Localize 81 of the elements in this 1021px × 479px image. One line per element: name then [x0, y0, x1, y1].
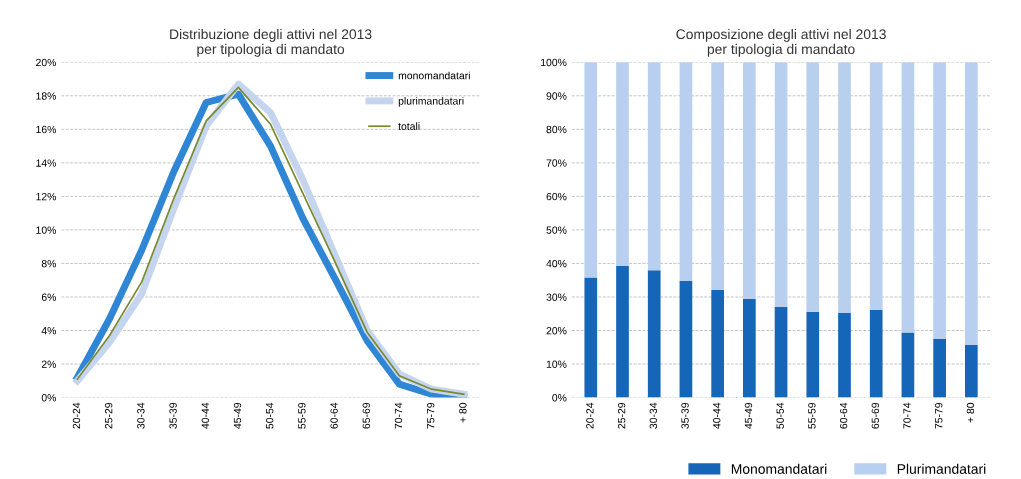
bar: [584, 277, 598, 398]
bar: [869, 309, 883, 398]
y-tick-label: 0%: [41, 394, 57, 402]
x-tick-label: 40-44: [201, 402, 209, 429]
x-tick-label: 50-54: [265, 402, 274, 429]
bar: [647, 62, 661, 271]
bar: [838, 62, 851, 314]
bar: [838, 313, 851, 398]
x-tick-label: 30-34: [137, 402, 145, 429]
x-tick-label: + 80: [966, 402, 975, 423]
bar: [774, 62, 788, 307]
bar: [743, 298, 756, 398]
chart-title: Distribuzione degli attivi nel 2013 per tipologia di mandato: [170, 28, 372, 57]
y-tick-label: 4%: [41, 327, 57, 335]
bar: [965, 62, 978, 345]
bar: [965, 344, 978, 398]
x-tick-label: 65-69: [362, 402, 370, 429]
legend-label: totali: [398, 122, 420, 130]
y-tick-label: 8%: [41, 259, 57, 268]
x-tick-label: 70-74: [903, 402, 911, 429]
bar: [679, 280, 693, 398]
y-tick-label: 10%: [36, 226, 57, 234]
x-tick-label: 70-74: [394, 402, 403, 429]
y-tick-label: 50%: [546, 226, 567, 234]
x-tick-label: 50-54: [776, 402, 784, 429]
y-tick-label: 2%: [41, 360, 57, 368]
bar: [901, 332, 915, 398]
x-tick-label: 35-39: [681, 402, 689, 429]
y-tick-label: 40%: [546, 259, 567, 268]
x-tick-label: 55-59: [808, 402, 816, 429]
x-tick-label: 45-49: [233, 402, 242, 429]
bar: [774, 306, 788, 398]
y-tick-label: 70%: [546, 159, 567, 167]
y-tick-label: 90%: [546, 92, 567, 100]
y-tick-label: 12%: [36, 192, 57, 201]
bar: [933, 62, 946, 339]
y-tick-label: 10%: [546, 360, 567, 368]
legend-label: Plurimandatari: [897, 463, 986, 474]
x-tick-label: 45-49: [744, 402, 753, 429]
x-tick-label: 65-69: [871, 402, 879, 429]
y-tick-label: 20%: [36, 58, 57, 67]
x-tick-label: 30-34: [649, 402, 658, 429]
x-tick-label: 20-24: [586, 402, 594, 429]
y-tick-label: 30%: [546, 293, 567, 301]
x-tick-label: 55-59: [298, 402, 306, 429]
x-tick-label: 25-29: [104, 402, 113, 429]
y-tick-label: 16%: [36, 125, 57, 134]
x-tick-label: 60-64: [330, 402, 338, 429]
y-tick-label: 14%: [36, 159, 57, 167]
legend-label: plurimandatari: [398, 96, 464, 107]
bar: [806, 62, 820, 312]
y-tick-label: 6%: [41, 293, 57, 301]
bar: [679, 62, 693, 281]
bar: [806, 311, 820, 398]
y-tick-label: 60%: [546, 192, 567, 201]
x-tick-label: 75-79: [426, 402, 435, 429]
y-tick-label: 20%: [546, 327, 567, 335]
x-tick-label: 20-24: [72, 402, 81, 429]
y-tick-label: 100%: [541, 58, 567, 67]
y-tick-label: 80%: [546, 125, 567, 134]
bar: [711, 289, 724, 398]
chart-title: Composizione degli attivi nel 2013 per tipologia di mandato: [676, 28, 886, 57]
bar: [711, 62, 724, 290]
bar: [616, 62, 629, 266]
x-tick-label: 40-44: [713, 402, 721, 429]
x-tick-label: 60-64: [839, 402, 848, 429]
x-tick-label: 35-39: [169, 402, 177, 429]
bar: [869, 62, 883, 310]
bar: [933, 338, 946, 398]
x-tick-label: 75-79: [935, 402, 943, 429]
legend-label: Monomandatari: [731, 463, 827, 474]
y-tick-label: 18%: [36, 92, 57, 100]
bar: [616, 265, 629, 398]
bar: [743, 62, 756, 299]
bar: [901, 62, 915, 333]
bar: [647, 270, 661, 398]
legend-label: monomandatari: [398, 71, 470, 80]
bar: [584, 62, 598, 278]
y-tick-label: 0%: [552, 394, 567, 402]
x-tick-label: 25-29: [617, 402, 626, 429]
x-tick-label: + 80: [459, 402, 467, 423]
